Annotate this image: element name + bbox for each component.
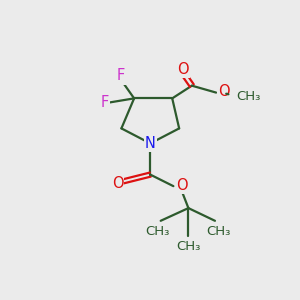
Text: O: O: [176, 178, 188, 193]
Text: N: N: [145, 136, 156, 151]
Text: CH₃: CH₃: [176, 240, 201, 253]
Text: F: F: [116, 68, 124, 83]
Text: CH₃: CH₃: [206, 225, 231, 239]
Text: O: O: [112, 176, 123, 191]
Text: CH₃: CH₃: [145, 225, 170, 239]
Text: O: O: [218, 84, 230, 99]
Text: O: O: [177, 61, 188, 76]
Text: CH₃: CH₃: [236, 90, 260, 103]
Text: F: F: [100, 95, 109, 110]
